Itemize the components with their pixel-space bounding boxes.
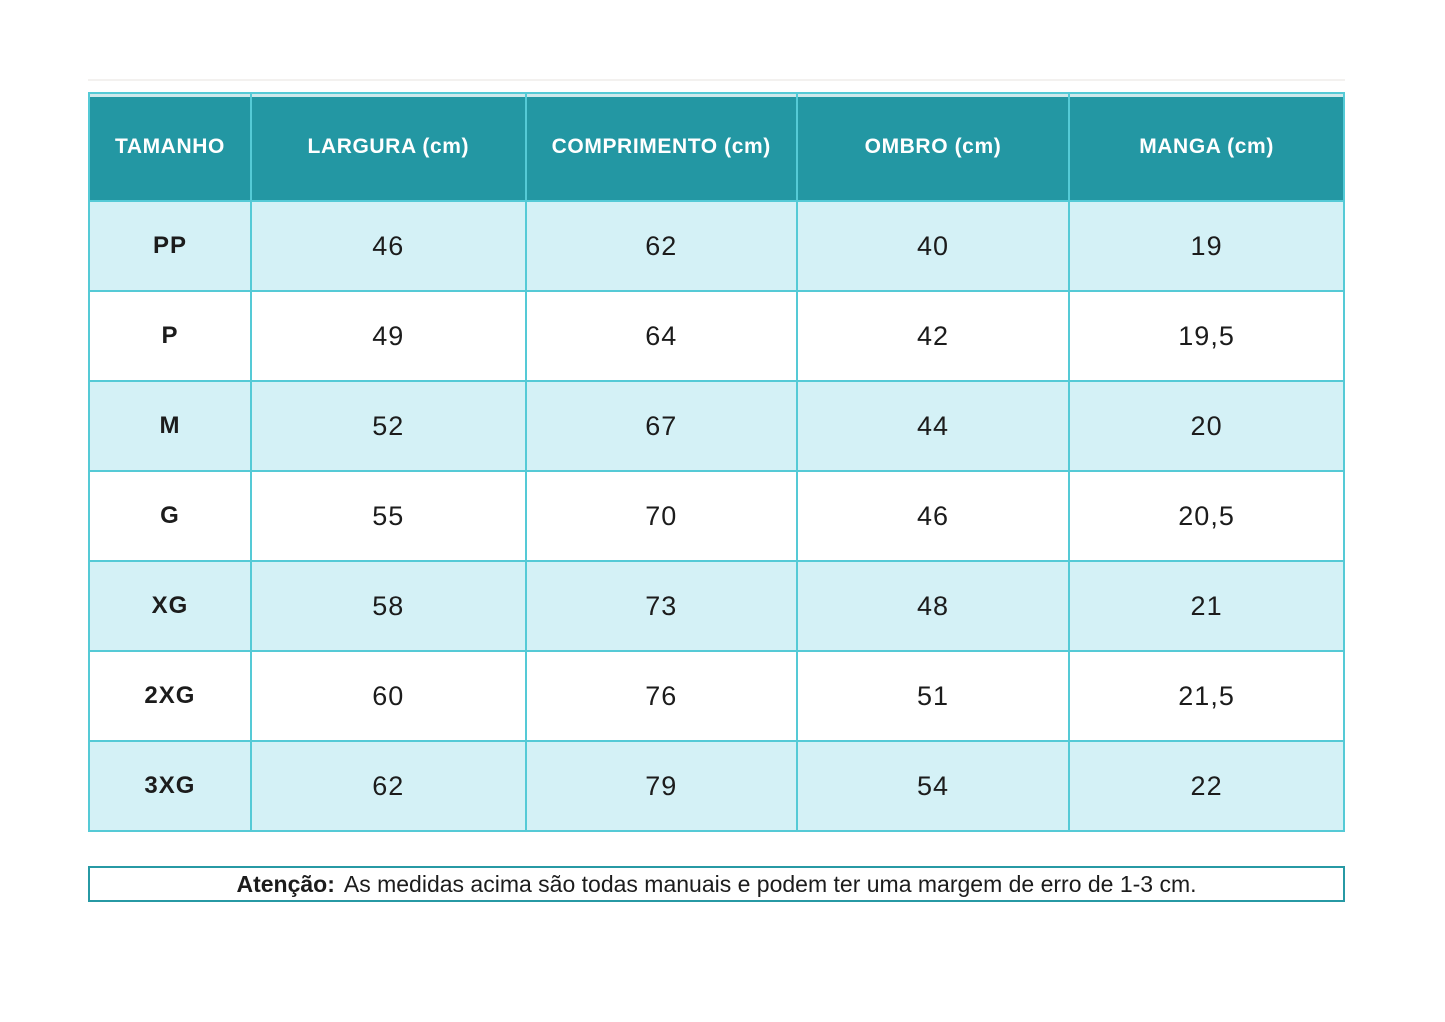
size-cell: M bbox=[88, 380, 252, 472]
value-cell: 67 bbox=[524, 380, 798, 472]
faint-top-frame-line bbox=[88, 79, 1345, 81]
col-header-ombro: OMBRO (cm) bbox=[795, 93, 1070, 201]
value-cell: 51 bbox=[795, 650, 1071, 742]
header-row: TAMANHO LARGURA (cm) COMPRIMENTO (cm) OM… bbox=[89, 93, 1344, 201]
value-cell: 48 bbox=[795, 560, 1071, 652]
value-cell: 54 bbox=[795, 740, 1071, 832]
size-cell: 2XG bbox=[88, 650, 252, 742]
size-cell: XG bbox=[88, 560, 252, 652]
table-row: XG 58 73 48 21 bbox=[88, 560, 1345, 652]
col-header-largura: LARGURA (cm) bbox=[249, 93, 526, 201]
value-cell: 62 bbox=[249, 740, 527, 832]
value-cell: 49 bbox=[249, 290, 527, 382]
value-cell: 52 bbox=[249, 380, 527, 472]
value-cell: 46 bbox=[795, 470, 1071, 562]
col-header-tamanho: TAMANHO bbox=[89, 93, 251, 201]
value-cell: 22 bbox=[1068, 740, 1345, 832]
table-row: 2XG 60 76 51 21,5 bbox=[88, 650, 1345, 742]
table-row: PP 46 62 40 19 bbox=[88, 200, 1345, 292]
value-cell: 40 bbox=[795, 200, 1071, 292]
size-cell: P bbox=[88, 290, 252, 382]
size-cell: G bbox=[88, 470, 252, 562]
value-cell: 60 bbox=[249, 650, 527, 742]
value-cell: 44 bbox=[795, 380, 1071, 472]
value-cell: 64 bbox=[524, 290, 798, 382]
value-cell: 19,5 bbox=[1068, 290, 1345, 382]
value-cell: 79 bbox=[524, 740, 798, 832]
size-table: TAMANHO LARGURA (cm) COMPRIMENTO (cm) OM… bbox=[88, 92, 1345, 832]
value-cell: 20,5 bbox=[1068, 470, 1345, 562]
col-header-manga: MANGA (cm) bbox=[1068, 93, 1344, 201]
size-chart: TAMANHO LARGURA (cm) COMPRIMENTO (cm) OM… bbox=[88, 92, 1345, 832]
note-bar: Atenção: As medidas acima são todas manu… bbox=[88, 866, 1345, 902]
value-cell: 58 bbox=[249, 560, 527, 652]
value-cell: 55 bbox=[249, 470, 527, 562]
value-cell: 73 bbox=[524, 560, 798, 652]
value-cell: 76 bbox=[524, 650, 798, 742]
value-cell: 42 bbox=[795, 290, 1071, 382]
value-cell: 19 bbox=[1068, 200, 1345, 292]
note-text: As medidas acima são todas manuais e pod… bbox=[343, 870, 1197, 897]
size-cell: 3XG bbox=[88, 740, 252, 832]
col-header-comprimento: COMPRIMENTO (cm) bbox=[524, 93, 797, 201]
value-cell: 20 bbox=[1068, 380, 1345, 472]
table-row: M 52 67 44 20 bbox=[88, 380, 1345, 472]
note-label: Atenção: bbox=[236, 870, 335, 897]
value-cell: 21,5 bbox=[1068, 650, 1345, 742]
value-cell: 70 bbox=[524, 470, 798, 562]
size-cell: PP bbox=[88, 200, 252, 292]
table-row: G 55 70 46 20,5 bbox=[88, 470, 1345, 562]
value-cell: 46 bbox=[249, 200, 527, 292]
table-row: P 49 64 42 19,5 bbox=[88, 290, 1345, 382]
value-cell: 62 bbox=[524, 200, 798, 292]
value-cell: 21 bbox=[1068, 560, 1345, 652]
table-row: 3XG 62 79 54 22 bbox=[88, 740, 1345, 832]
